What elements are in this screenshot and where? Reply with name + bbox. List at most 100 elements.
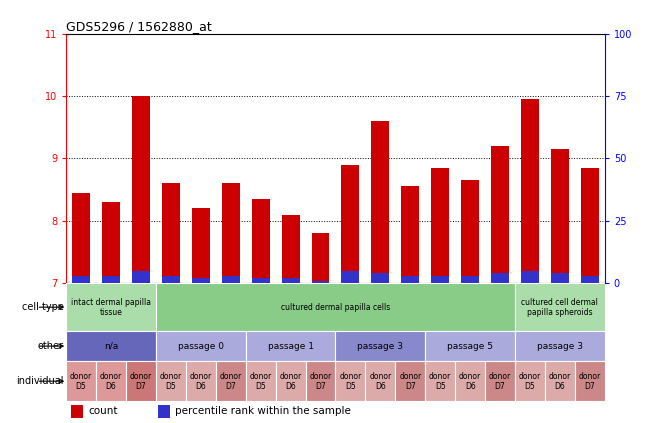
Text: other: other bbox=[38, 341, 63, 351]
Text: n/a: n/a bbox=[104, 342, 118, 351]
Bar bbox=[545, 283, 575, 331]
Bar bbox=[515, 283, 605, 331]
Bar bbox=[282, 278, 299, 283]
Bar bbox=[186, 361, 215, 401]
Bar bbox=[96, 283, 126, 331]
Bar bbox=[102, 275, 120, 283]
Bar bbox=[156, 361, 186, 401]
Bar bbox=[102, 202, 120, 283]
Text: donor
D7: donor D7 bbox=[309, 372, 332, 390]
Bar bbox=[461, 275, 479, 283]
Bar bbox=[401, 275, 419, 283]
Bar bbox=[221, 275, 240, 283]
Bar bbox=[491, 273, 509, 283]
Bar bbox=[126, 283, 156, 331]
Bar bbox=[485, 283, 515, 331]
Text: donor
D6: donor D6 bbox=[549, 372, 571, 390]
Text: donor
D5: donor D5 bbox=[339, 372, 362, 390]
Text: cultured cell dermal
papilla spheroids: cultured cell dermal papilla spheroids bbox=[522, 298, 598, 316]
Bar bbox=[215, 361, 246, 401]
Bar bbox=[581, 168, 599, 283]
Text: passage 5: passage 5 bbox=[447, 342, 493, 351]
Bar bbox=[431, 275, 449, 283]
Bar bbox=[66, 361, 96, 401]
Bar bbox=[246, 361, 276, 401]
Bar bbox=[491, 146, 509, 283]
Bar bbox=[305, 283, 335, 331]
Bar bbox=[575, 283, 605, 331]
Text: passage 3: passage 3 bbox=[537, 342, 583, 351]
Bar bbox=[158, 405, 169, 418]
Bar bbox=[132, 271, 150, 283]
Bar bbox=[425, 361, 455, 401]
Bar bbox=[401, 187, 419, 283]
Bar bbox=[335, 283, 366, 331]
Text: passage 0: passage 0 bbox=[178, 342, 224, 351]
Bar bbox=[162, 183, 180, 283]
Text: donor
D6: donor D6 bbox=[280, 372, 301, 390]
Text: donor
D7: donor D7 bbox=[219, 372, 242, 390]
Bar bbox=[342, 271, 360, 283]
Bar bbox=[215, 283, 246, 331]
Text: cultured dermal papilla cells: cultured dermal papilla cells bbox=[281, 303, 390, 312]
Text: donor
D5: donor D5 bbox=[249, 372, 272, 390]
Text: donor
D7: donor D7 bbox=[399, 372, 422, 390]
Text: individual: individual bbox=[16, 376, 63, 386]
Bar bbox=[156, 283, 186, 331]
Text: percentile rank within the sample: percentile rank within the sample bbox=[175, 406, 351, 416]
Text: passage 3: passage 3 bbox=[358, 342, 403, 351]
Bar bbox=[521, 99, 539, 283]
Bar bbox=[431, 168, 449, 283]
Bar bbox=[485, 361, 515, 401]
Bar bbox=[342, 165, 360, 283]
Bar bbox=[192, 278, 210, 283]
Bar bbox=[96, 361, 126, 401]
Bar bbox=[521, 271, 539, 283]
Bar bbox=[186, 283, 215, 331]
Bar bbox=[221, 183, 240, 283]
Text: cell type: cell type bbox=[22, 302, 63, 312]
Bar bbox=[515, 331, 605, 361]
Bar bbox=[252, 278, 270, 283]
Text: donor
D5: donor D5 bbox=[160, 372, 182, 390]
Text: donor
D7: donor D7 bbox=[579, 372, 601, 390]
Text: donor
D7: donor D7 bbox=[489, 372, 511, 390]
Text: donor
D5: donor D5 bbox=[429, 372, 451, 390]
Bar bbox=[455, 361, 485, 401]
Bar bbox=[455, 283, 485, 331]
Bar bbox=[66, 331, 156, 361]
Bar bbox=[371, 121, 389, 283]
Bar bbox=[71, 405, 83, 418]
Bar bbox=[72, 193, 90, 283]
Bar bbox=[395, 283, 425, 331]
Text: donor
D7: donor D7 bbox=[130, 372, 152, 390]
Bar bbox=[72, 275, 90, 283]
Text: count: count bbox=[89, 406, 118, 416]
Bar bbox=[311, 233, 329, 283]
Bar bbox=[425, 283, 455, 331]
Bar bbox=[156, 283, 515, 331]
Bar bbox=[162, 275, 180, 283]
Bar bbox=[366, 283, 395, 331]
Bar bbox=[335, 361, 366, 401]
Bar bbox=[515, 283, 545, 331]
Text: donor
D5: donor D5 bbox=[519, 372, 541, 390]
Bar bbox=[461, 180, 479, 283]
Bar bbox=[126, 361, 156, 401]
Bar bbox=[335, 331, 425, 361]
Bar bbox=[246, 283, 276, 331]
Bar bbox=[156, 331, 246, 361]
Text: donor
D6: donor D6 bbox=[100, 372, 122, 390]
Bar bbox=[66, 283, 96, 331]
Bar bbox=[425, 331, 515, 361]
Text: GDS5296 / 1562880_at: GDS5296 / 1562880_at bbox=[66, 20, 212, 33]
Bar bbox=[66, 283, 156, 331]
Bar bbox=[192, 208, 210, 283]
Bar bbox=[395, 361, 425, 401]
Bar bbox=[366, 361, 395, 401]
Bar bbox=[311, 280, 329, 283]
Bar bbox=[246, 331, 335, 361]
Text: donor
D6: donor D6 bbox=[369, 372, 391, 390]
Bar bbox=[581, 275, 599, 283]
Text: donor
D5: donor D5 bbox=[70, 372, 92, 390]
